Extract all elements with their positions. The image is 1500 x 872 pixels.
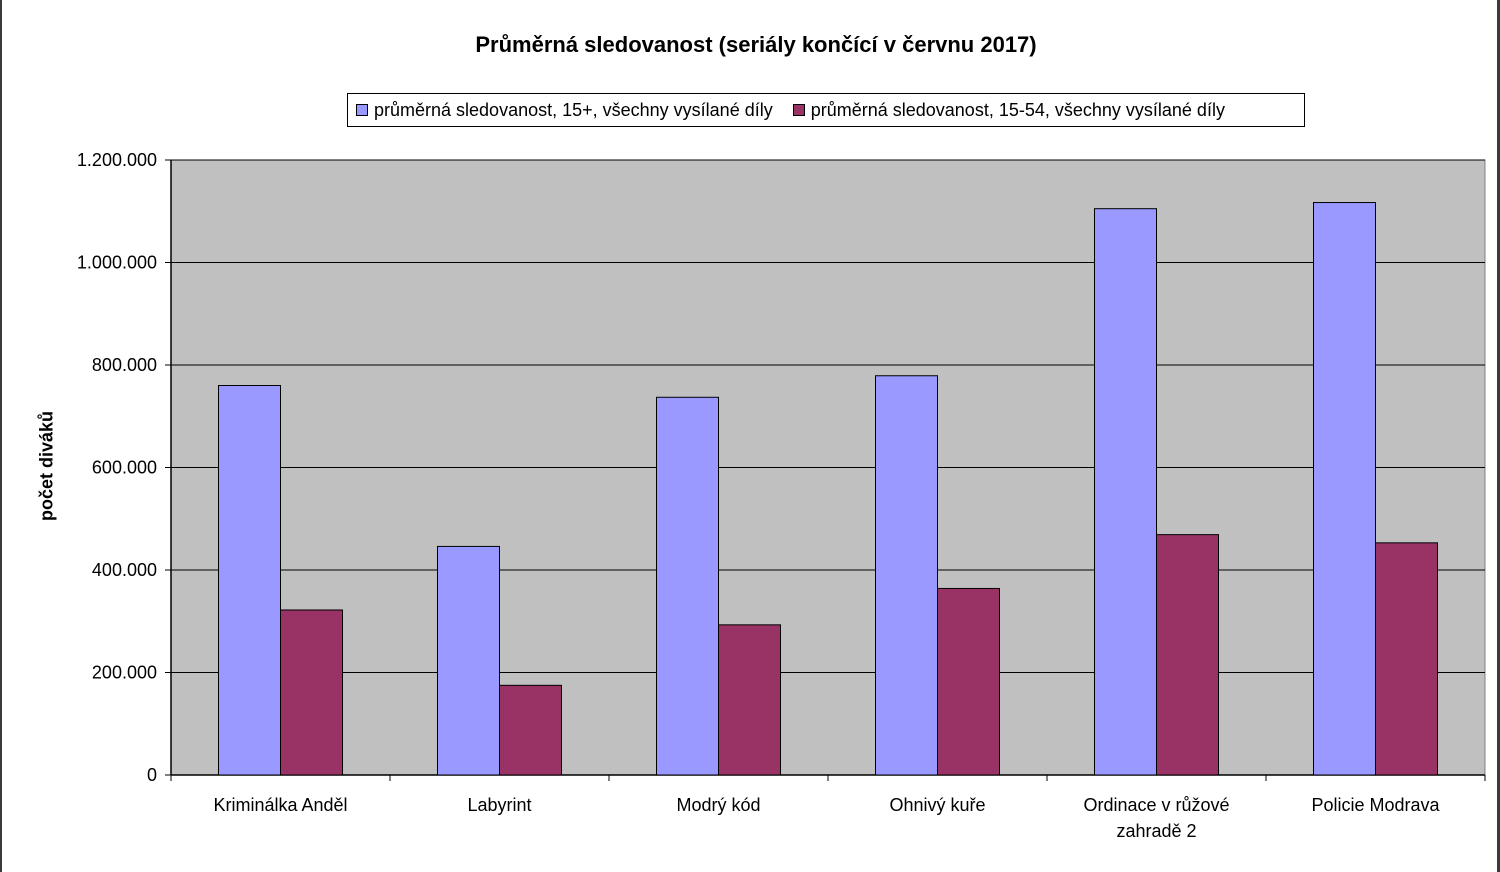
- x-tick-label: Ordinace v růžové: [1083, 795, 1229, 815]
- x-tick-label: Modrý kód: [676, 795, 760, 815]
- bar-series-1: [218, 385, 281, 776]
- legend-label-series-1: průměrná sledovanost, 15+, všechny vysíl…: [374, 99, 773, 120]
- y-tick-label: 800.000: [92, 355, 157, 375]
- bar-series-2: [937, 587, 1000, 776]
- bar-series-1: [437, 545, 500, 776]
- legend-swatch-series-2: [792, 104, 805, 116]
- y-tick-label: 200.000: [92, 663, 157, 683]
- y-tick-label: 600.000: [92, 458, 157, 478]
- legend-swatch-series-1: [356, 104, 368, 116]
- bar-series-1: [1313, 202, 1376, 776]
- bar-series-1: [656, 396, 719, 776]
- bar-series-2: [280, 609, 343, 776]
- x-tick-label: Ohnivý kuře: [889, 795, 985, 815]
- bar-series-2: [1375, 542, 1438, 776]
- y-tick-label: 400.000: [92, 560, 157, 580]
- legend-label-series-2: průměrná sledovanost, 15-54, všechny vys…: [810, 99, 1225, 120]
- legend-item-series-2: průměrná sledovanost, 15-54, všechny vys…: [792, 99, 1225, 121]
- y-tick-label: 0: [147, 765, 157, 785]
- chart-title: Průměrná sledovanost (seriály končící v …: [475, 32, 1037, 57]
- x-tick-label: Policie Modrava: [1311, 795, 1440, 815]
- bar-series-2: [1156, 534, 1219, 776]
- window-edge-right: [1497, 0, 1500, 872]
- x-tick-label: zahradě 2: [1116, 821, 1196, 841]
- y-tick-label: 1.200.000: [77, 150, 157, 170]
- x-tick-label: Labyrint: [467, 795, 531, 815]
- chart-legend: průměrná sledovanost, 15+, všechny vysíl…: [347, 93, 1305, 127]
- bar-series-2: [499, 684, 562, 776]
- x-tick-label: Kriminálka Anděl: [213, 795, 347, 815]
- bar-series-1: [875, 375, 938, 776]
- bar-series-1: [1094, 208, 1157, 776]
- y-tick-label: 1.000.000: [77, 253, 157, 273]
- bar-series-2: [718, 624, 781, 776]
- window-edge-left: [0, 0, 2, 872]
- legend-item-series-1: průměrná sledovanost, 15+, všechny vysíl…: [356, 100, 773, 121]
